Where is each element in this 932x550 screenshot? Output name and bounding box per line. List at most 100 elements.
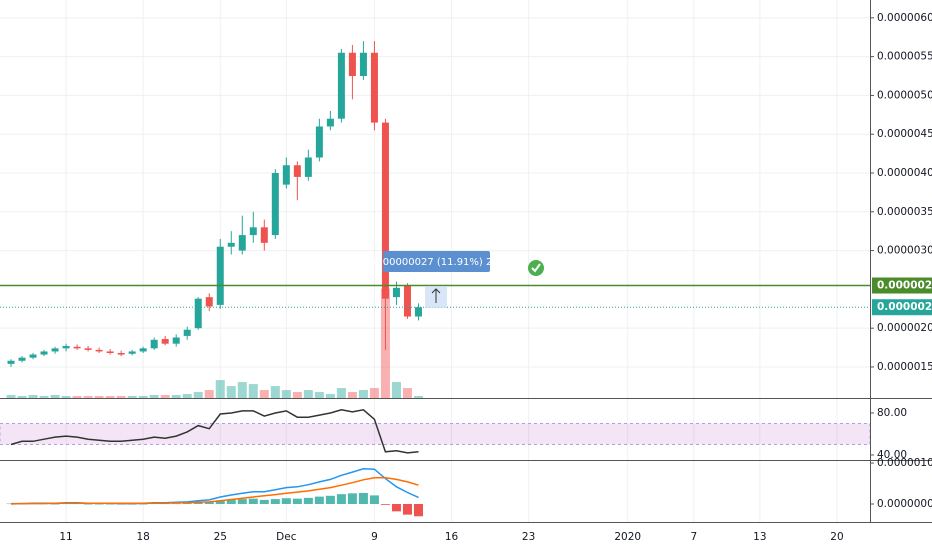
macd-histogram-bar bbox=[402, 503, 412, 515]
check-mark bbox=[531, 263, 541, 273]
candle-body bbox=[128, 351, 136, 354]
candle-body bbox=[227, 242, 235, 247]
volume-bar bbox=[160, 395, 170, 398]
candle-body bbox=[348, 52, 356, 77]
candle-body bbox=[183, 329, 191, 336]
macd-histogram-bar bbox=[391, 503, 401, 512]
macd-histogram-bar bbox=[292, 498, 302, 504]
candle-body bbox=[249, 227, 257, 236]
volume-bar bbox=[193, 392, 203, 398]
marks bbox=[0, 41, 870, 517]
volume-bar bbox=[402, 388, 412, 398]
volume-bar bbox=[369, 388, 379, 398]
macd-histogram-bar bbox=[325, 495, 335, 504]
macd-histogram-bar bbox=[413, 503, 423, 517]
x-tick-label: Dec bbox=[276, 531, 297, 543]
volume-bar bbox=[204, 390, 214, 398]
volume-bar bbox=[281, 390, 291, 398]
candle-body bbox=[205, 297, 213, 307]
volume-bar bbox=[347, 392, 357, 398]
measure-arrow bbox=[431, 288, 441, 303]
x-tick-label: 13 bbox=[753, 531, 766, 543]
measure-label: 0.00000027 (11.91%) 27 bbox=[373, 257, 498, 268]
volume-bar bbox=[83, 396, 93, 398]
y-tick-label: 0.00000150 bbox=[877, 361, 932, 373]
volume-bar bbox=[325, 394, 335, 398]
x-tick-label: 11 bbox=[59, 531, 72, 543]
x-tick-label: 16 bbox=[445, 531, 459, 543]
candle-body bbox=[293, 165, 301, 177]
macd-histogram-bar bbox=[105, 503, 115, 505]
x-tick-label: 25 bbox=[214, 531, 227, 543]
volume-bar bbox=[50, 395, 60, 398]
macd-histogram-bar bbox=[50, 503, 60, 505]
macd-histogram-bar bbox=[171, 503, 181, 505]
volume-bar bbox=[270, 386, 280, 398]
macd-histogram-bar bbox=[314, 496, 324, 504]
candle-body bbox=[381, 122, 389, 299]
volume-bar bbox=[61, 396, 71, 398]
macd-histogram-bar bbox=[83, 503, 93, 505]
candle-body bbox=[359, 52, 367, 77]
volume-bar bbox=[391, 382, 401, 398]
candle-body bbox=[238, 235, 246, 251]
macd-histogram-bar bbox=[94, 503, 104, 505]
volume-bar bbox=[259, 390, 269, 398]
measure-label-box bbox=[383, 251, 490, 272]
rsi-band bbox=[0, 422, 871, 445]
last-price-label: 0.00000227 bbox=[877, 301, 932, 313]
volume-bar bbox=[94, 396, 104, 398]
volume-bar bbox=[358, 390, 368, 398]
candle-body bbox=[194, 298, 202, 329]
candle-body bbox=[106, 351, 114, 354]
candle-body bbox=[304, 157, 312, 177]
volume-bar bbox=[28, 395, 38, 398]
macd-histogram-bar bbox=[226, 499, 236, 504]
volume-bar bbox=[39, 396, 49, 398]
volume-bar bbox=[215, 380, 225, 398]
macd-histogram-bar bbox=[358, 492, 368, 504]
x-tick-label: 2020 bbox=[614, 531, 641, 543]
rsi-line bbox=[10, 408, 419, 454]
candle-body bbox=[73, 346, 81, 349]
candle-body bbox=[29, 354, 37, 358]
candle-body bbox=[216, 246, 224, 305]
last-price-box bbox=[872, 299, 932, 316]
macd-histogram-bar bbox=[336, 494, 346, 504]
candle-body bbox=[95, 349, 103, 352]
volume-bar bbox=[336, 388, 346, 398]
candle-body bbox=[392, 287, 400, 298]
macd-histogram-bar bbox=[204, 501, 214, 504]
macd-histogram-bar bbox=[369, 495, 379, 504]
candle-body bbox=[51, 348, 59, 352]
volume-bar bbox=[248, 384, 258, 398]
macd-histogram-bar bbox=[193, 502, 203, 504]
macd-histogram-bar bbox=[380, 503, 390, 505]
macd-histogram-bar bbox=[182, 503, 192, 504]
volume-bar bbox=[413, 396, 423, 398]
volume-bar bbox=[17, 396, 27, 398]
volume-bar bbox=[182, 394, 192, 398]
volume-bar bbox=[149, 395, 159, 398]
candle-body bbox=[84, 348, 92, 350]
candle-body bbox=[150, 339, 158, 349]
volume-bar bbox=[127, 396, 137, 398]
volume-bar bbox=[171, 395, 181, 398]
candle-body bbox=[18, 357, 26, 361]
volume-bar bbox=[105, 396, 115, 398]
candle-body bbox=[117, 353, 125, 355]
candle-body bbox=[326, 118, 334, 127]
candle-body bbox=[161, 339, 169, 344]
grid bbox=[0, 0, 871, 522]
macd-histogram-bar bbox=[237, 499, 247, 504]
x-tick-label: 23 bbox=[522, 531, 535, 543]
x-tick-label: 18 bbox=[136, 531, 149, 543]
